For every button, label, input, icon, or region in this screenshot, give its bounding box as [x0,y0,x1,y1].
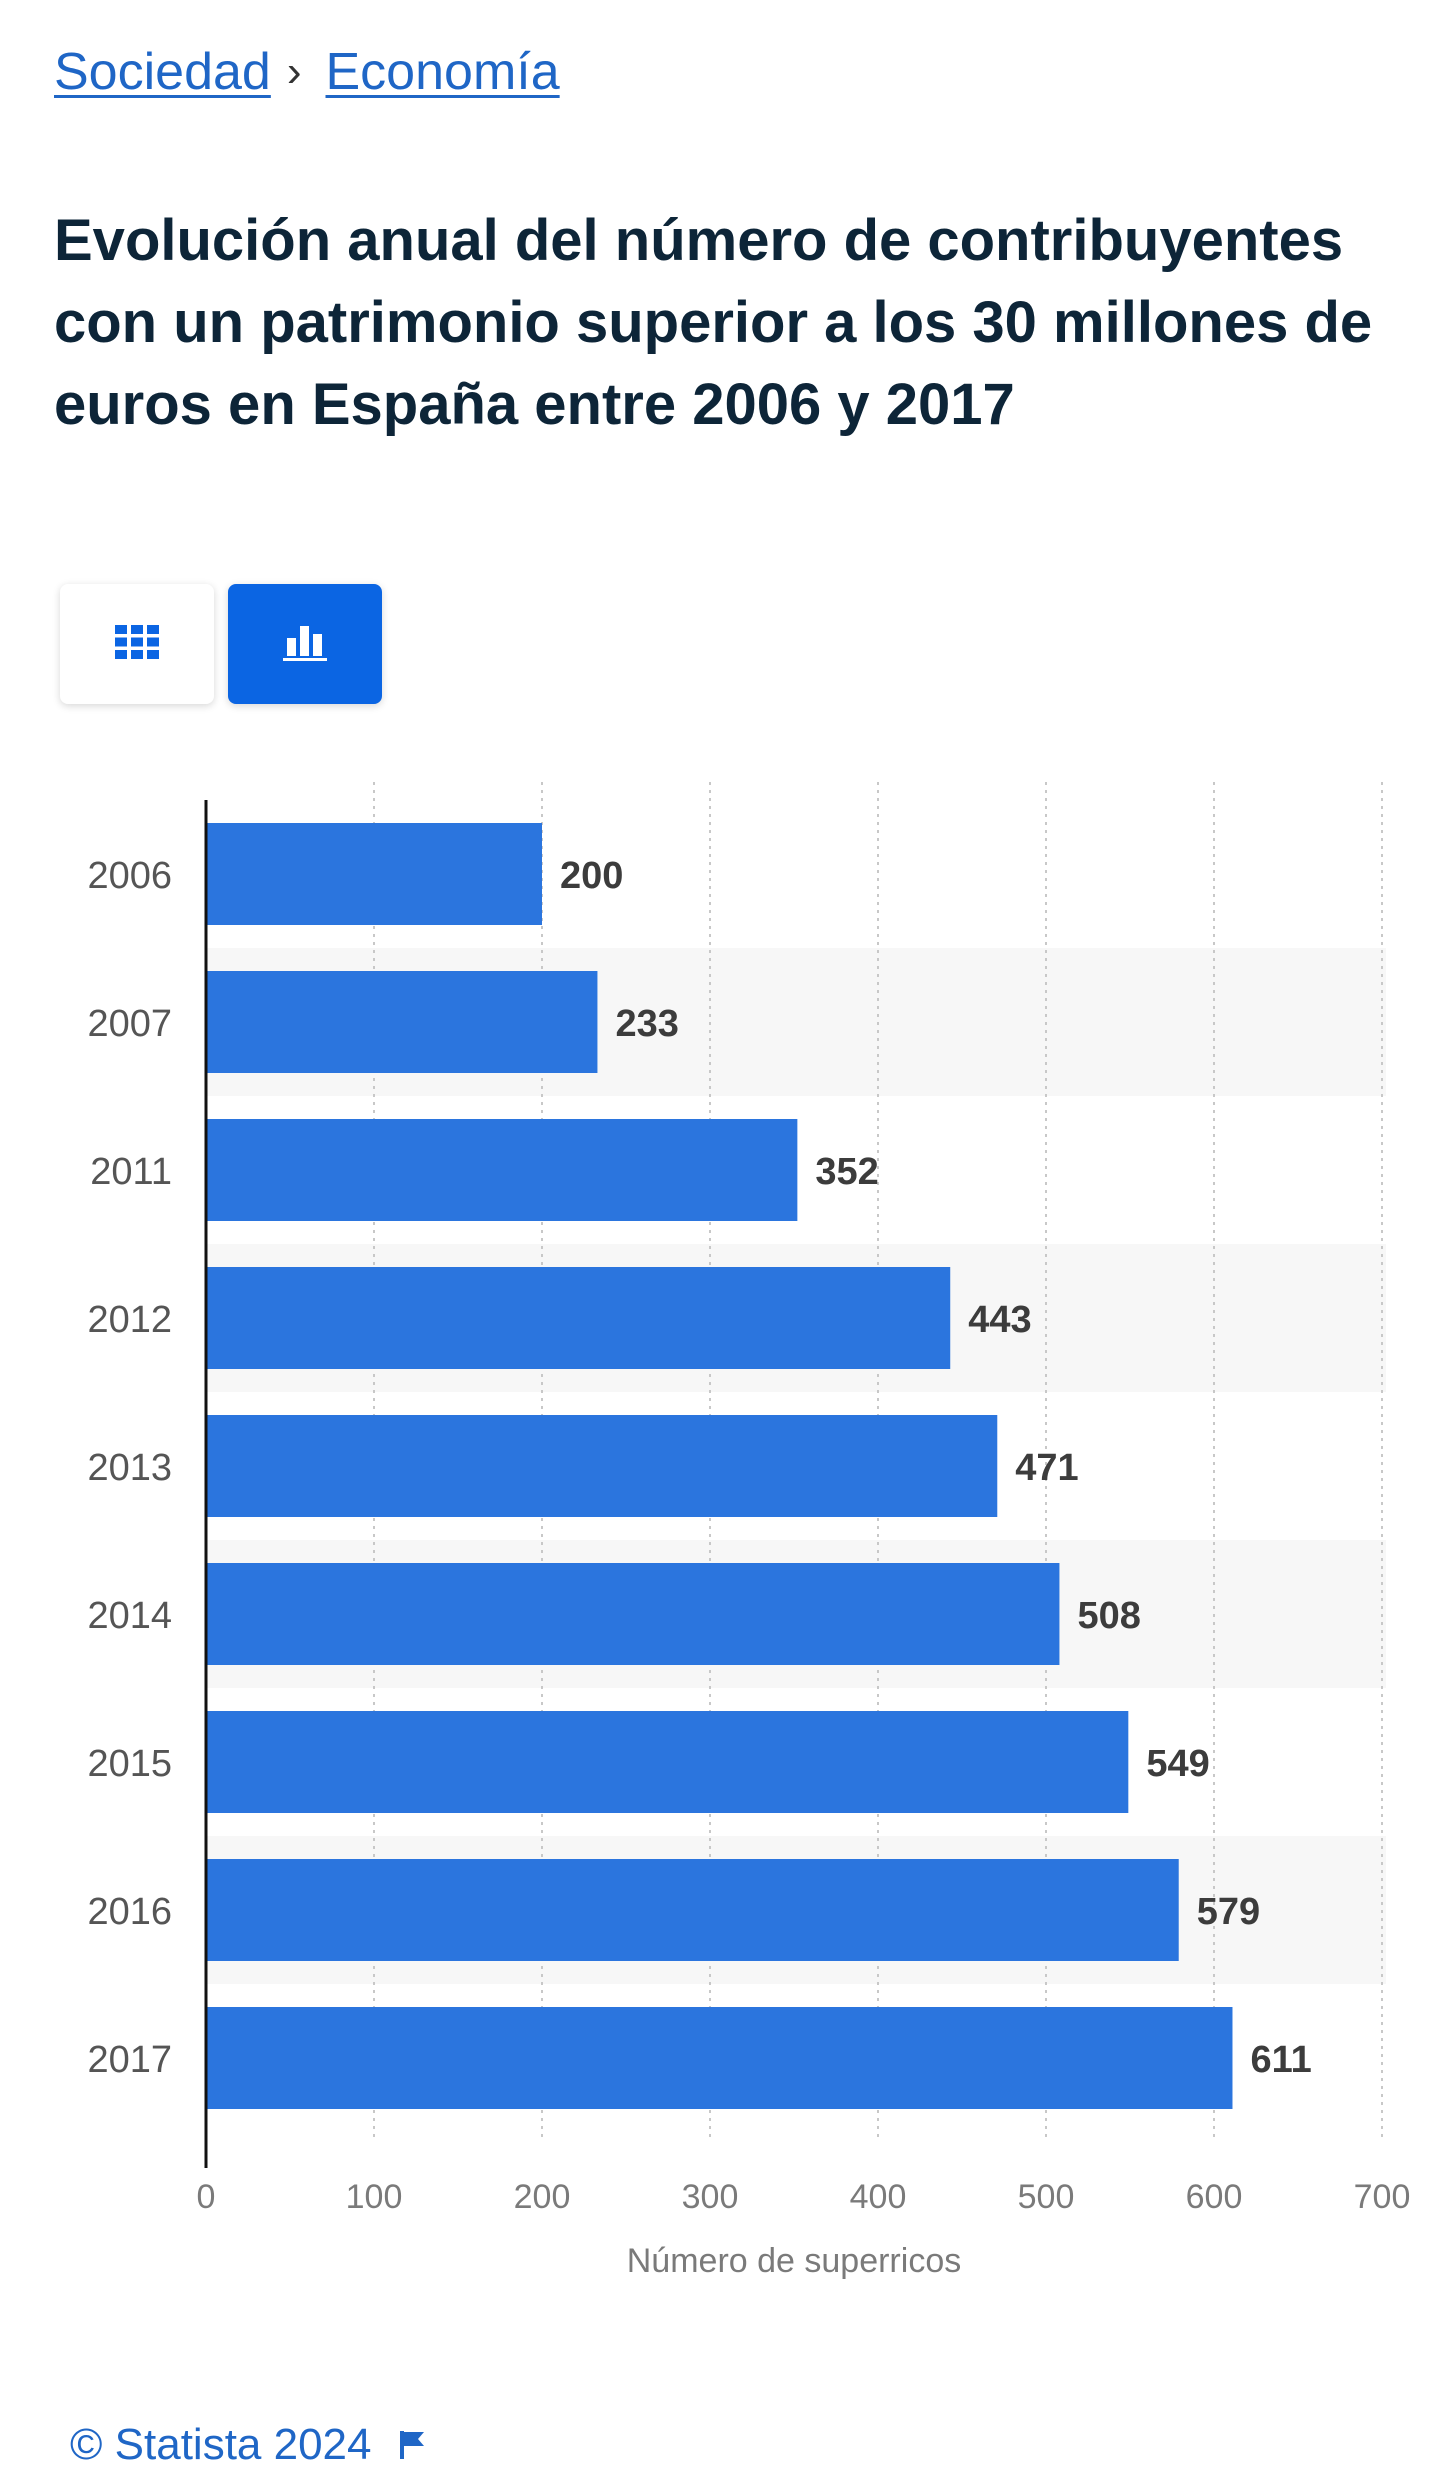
x-tick-label: 0 [197,2178,216,2216]
y-tick-label: 2015 [87,1743,172,1785]
breadcrumb-separator: › [286,47,302,96]
table-grid-icon [115,624,159,664]
x-tick-label: 700 [1354,2178,1411,2216]
data-label: 508 [1077,1595,1140,1637]
bar [206,971,598,1073]
page-title: Evolución anual del número de contribuye… [54,208,1373,437]
bar [206,2007,1233,2109]
breadcrumb: Sociedad › Economía [54,36,560,108]
copyright-link[interactable]: © Statista 2024 [70,2420,372,2469]
data-label: 443 [968,1299,1031,1341]
bar-chart: 200 233 352 443 471 508 549 579 611 2006 2007 2011… [87,782,1411,2280]
bar [206,1119,798,1221]
y-tick-label: 2013 [87,1447,172,1489]
x-tick-label: 100 [346,2178,403,2216]
table-view-button[interactable] [60,584,214,704]
y-tick-label: 2011 [90,1151,172,1193]
breadcrumb-link-economia[interactable]: Economía [325,43,560,101]
x-tick-label: 200 [514,2178,571,2216]
flag-icon[interactable] [398,2429,426,2461]
data-label: 611 [1250,2039,1311,2081]
data-label: 352 [815,1151,878,1193]
x-axis-title: Número de superricos [627,2242,961,2280]
bar [206,1267,951,1369]
x-tick-label: 500 [1018,2178,1075,2216]
bar-chart-icon [283,622,327,667]
x-tick-label: 300 [682,2178,739,2216]
data-label: 233 [615,1003,678,1045]
data-label: 579 [1197,1891,1260,1933]
y-tick-label: 2014 [87,1595,172,1637]
y-tick-label: 2006 [87,855,172,897]
chart-view-button[interactable] [228,584,382,704]
view-toggle [60,584,382,704]
bar [206,1711,1129,1813]
bar [206,823,542,925]
data-label: 549 [1146,1743,1209,1785]
y-tick-label: 2012 [87,1299,172,1341]
footer: © Statista 2024 [70,2420,426,2470]
y-tick-label: 2007 [87,1003,172,1045]
data-label: 471 [1015,1447,1078,1489]
y-tick-label: 2016 [87,1891,172,1933]
y-tick-label: 2017 [87,2039,172,2081]
x-tick-label: 400 [850,2178,907,2216]
bar [206,1415,998,1517]
bar [206,1859,1179,1961]
data-label: 200 [560,855,623,897]
breadcrumb-link-sociedad[interactable]: Sociedad [54,43,271,101]
x-tick-label: 600 [1186,2178,1243,2216]
bar [206,1563,1060,1665]
